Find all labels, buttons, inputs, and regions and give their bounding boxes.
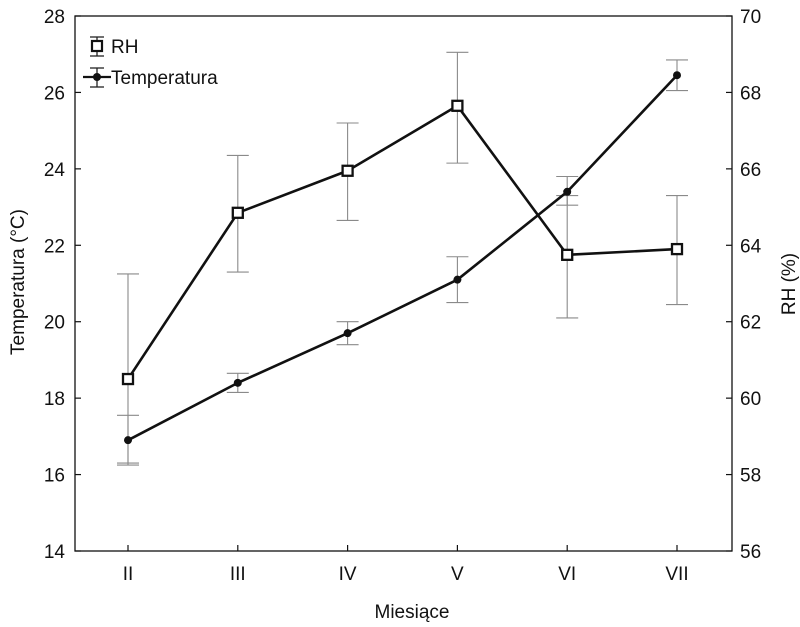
left-y-axis: 14 16 18 20 22 24 26 28 [44, 7, 81, 563]
left-y-tick-label: 24 [44, 160, 66, 181]
plot-frame [74, 15, 733, 552]
left-y-tick-label: 18 [44, 389, 65, 410]
rh-point [231, 206, 244, 219]
right-y-axis: 56 58 60 62 64 66 68 70 [726, 7, 762, 563]
legend-item-rh: RH [90, 36, 138, 58]
x-axis-title: Miesiące [375, 602, 450, 623]
right-y-tick-label: 70 [740, 7, 761, 28]
right-y-tick-label: 66 [740, 160, 761, 181]
legend-label-rh: RH [111, 37, 138, 58]
temperatura-point [233, 378, 242, 387]
rh-point [670, 242, 684, 256]
right-y-tick-label: 62 [740, 313, 761, 334]
x-axis: II III IV V VI VII [123, 545, 689, 585]
left-y-axis-title: Temperatura (°C) [8, 209, 29, 355]
rh-legend-marker [90, 39, 104, 53]
temperatura-point [563, 187, 572, 196]
rh-point [451, 99, 464, 112]
series-layer [117, 51, 688, 466]
temperatura-point [343, 329, 352, 338]
x-tick-label: VI [558, 564, 576, 585]
rh-point [121, 372, 135, 386]
x-tick-label: V [451, 564, 464, 585]
left-y-tick-label: 28 [44, 7, 65, 28]
series-temperatura [117, 59, 688, 466]
right-y-tick-label: 64 [740, 236, 762, 257]
left-y-tick-label: 22 [44, 236, 65, 257]
left-y-tick-label: 16 [44, 466, 65, 487]
temperatura-line [127, 74, 678, 442]
series-rh [117, 51, 688, 464]
right-y-tick-label: 68 [740, 83, 761, 104]
plot-border [74, 15, 733, 552]
x-tick-label: IV [339, 564, 357, 585]
legend-label-temperatura: Temperatura [111, 68, 218, 89]
temperatura-point [124, 436, 132, 445]
right-y-axis-title: RH (%) [779, 253, 800, 315]
x-tick-label: VII [665, 564, 688, 585]
rh-line [126, 104, 678, 380]
rh-point [561, 248, 574, 261]
x-tick-label: III [230, 564, 246, 585]
left-y-tick-label: 14 [44, 542, 66, 563]
legend-item-temperatura: Temperatura [83, 67, 218, 89]
temperatura-point [673, 71, 681, 80]
temperatura-legend-marker [93, 73, 101, 81]
left-y-tick-label: 20 [44, 313, 65, 334]
right-y-tick-label: 60 [740, 389, 761, 410]
temperatura-point [453, 275, 462, 284]
legend: RH Temperatura [83, 36, 218, 89]
x-tick-label: II [123, 564, 134, 585]
rh-point [341, 164, 354, 177]
left-y-tick-label: 26 [44, 83, 65, 104]
right-y-tick-label: 58 [740, 466, 761, 487]
right-y-tick-label: 56 [740, 542, 761, 563]
